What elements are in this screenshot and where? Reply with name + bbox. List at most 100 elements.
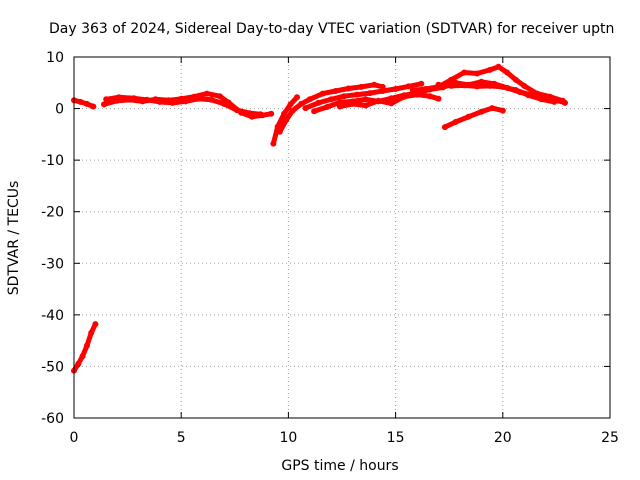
data-point xyxy=(366,90,373,97)
data-point xyxy=(512,76,519,83)
data-point xyxy=(216,93,223,100)
data-point xyxy=(83,100,90,107)
data-point xyxy=(521,82,528,89)
data-point xyxy=(474,83,481,90)
data-point xyxy=(287,101,294,108)
plot-frame xyxy=(73,56,611,419)
data-point xyxy=(283,116,290,123)
x-axis-label: GPS time / hours xyxy=(281,458,398,474)
data-point xyxy=(371,81,378,88)
data-point xyxy=(388,95,395,102)
data-point xyxy=(375,97,382,104)
data-series-track-b xyxy=(71,321,99,374)
data-point xyxy=(489,105,496,112)
y-tick-label: 10 xyxy=(46,50,64,66)
data-point xyxy=(349,100,356,107)
data-point xyxy=(90,103,97,110)
data-point xyxy=(336,103,343,110)
data-point xyxy=(414,91,420,98)
data-point xyxy=(195,95,202,102)
data-point xyxy=(257,111,264,118)
data-point xyxy=(409,87,416,94)
data-point xyxy=(474,70,481,77)
data-point xyxy=(143,96,150,103)
data-point xyxy=(221,100,228,107)
data-series-track-f xyxy=(276,81,386,135)
data-point xyxy=(448,82,455,89)
data-point xyxy=(233,107,240,114)
data-point xyxy=(208,96,215,103)
data-point xyxy=(499,107,506,114)
data-point xyxy=(358,83,365,90)
data-point xyxy=(270,140,277,147)
data-point xyxy=(418,80,425,87)
data-point xyxy=(319,90,326,97)
data-point xyxy=(461,82,468,89)
x-tick-label: 5 xyxy=(177,430,186,446)
y-tick-label: -40 xyxy=(41,308,64,324)
data-point xyxy=(435,81,442,88)
series-line xyxy=(442,105,506,130)
data-point xyxy=(77,98,84,105)
data-series-track-i xyxy=(336,91,442,110)
data-point xyxy=(448,76,455,83)
data-point xyxy=(75,360,82,367)
data-point xyxy=(311,108,318,115)
chart-title: Day 363 of 2024, Sidereal Day-to-day VTE… xyxy=(49,21,614,37)
data-point xyxy=(315,99,322,106)
x-tick-label: 15 xyxy=(387,430,405,446)
data-series-track-k xyxy=(435,81,558,105)
data-point xyxy=(324,104,330,110)
x-tick-label: 25 xyxy=(601,430,619,446)
data-point xyxy=(169,99,176,106)
data-point xyxy=(435,95,442,102)
y-axis-label: SDTVAR / TECUs xyxy=(6,181,22,296)
data-point xyxy=(92,321,99,328)
data-point xyxy=(276,128,283,135)
data-point xyxy=(341,93,348,100)
data-series-track-d xyxy=(103,94,264,118)
data-point xyxy=(83,342,90,349)
y-tick-label: -30 xyxy=(41,256,64,272)
data-point xyxy=(101,101,107,108)
data-series-track-a xyxy=(71,97,97,110)
data-point xyxy=(103,96,110,103)
y-tick-label: -20 xyxy=(41,205,64,221)
data-series-track-l xyxy=(441,105,506,131)
data-point xyxy=(405,83,412,90)
data-point xyxy=(499,83,506,90)
data-point xyxy=(203,90,210,97)
data-point xyxy=(504,69,511,76)
data-point xyxy=(246,110,253,117)
data-point xyxy=(182,98,189,105)
series-line xyxy=(303,81,424,111)
data-point xyxy=(306,96,313,103)
x-tick-label: 0 xyxy=(70,430,79,446)
data-point xyxy=(478,108,485,115)
data-point xyxy=(478,78,485,85)
data-point xyxy=(294,94,300,101)
data-point xyxy=(328,96,335,103)
data-point xyxy=(452,119,459,125)
data-point xyxy=(354,91,360,98)
data-point xyxy=(551,98,558,105)
y-tick-label: -10 xyxy=(41,153,64,169)
x-tick-label: 10 xyxy=(279,430,297,446)
data-point xyxy=(426,93,433,100)
data-point xyxy=(465,113,472,120)
series-line xyxy=(436,82,557,105)
data-point xyxy=(79,353,86,360)
data-point xyxy=(362,96,369,103)
data-point xyxy=(486,66,493,73)
data-point xyxy=(512,87,519,93)
y-tick-label: -60 xyxy=(41,411,64,427)
data-point xyxy=(268,110,275,117)
y-tick-label: 0 xyxy=(55,102,64,118)
data-point xyxy=(332,88,339,94)
data-point xyxy=(362,102,369,109)
data-point xyxy=(422,86,429,92)
data-point xyxy=(281,110,288,117)
data-point xyxy=(461,69,468,76)
data-point xyxy=(302,105,309,112)
